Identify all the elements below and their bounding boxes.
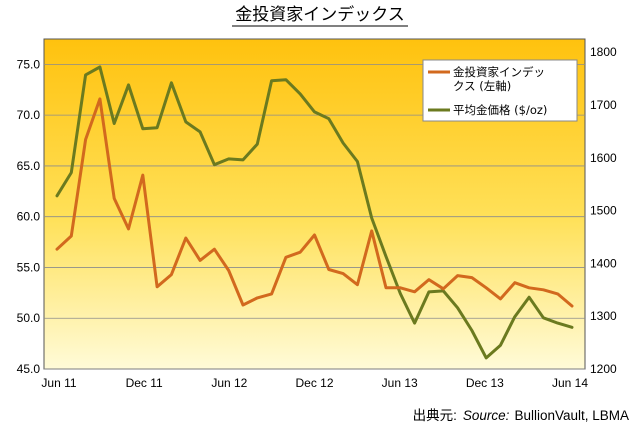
x-axis-tick-label: Jun 12 <box>211 376 247 390</box>
left-axis-tick-label: 45.0 <box>17 362 41 376</box>
left-axis-tick-label: 50.0 <box>17 311 41 325</box>
right-axis-tick-label: 1500 <box>590 204 617 218</box>
x-axis-tick-label: Dec 13 <box>466 376 504 390</box>
x-axis-tick-label: Jun 14 <box>552 376 588 390</box>
right-axis-tick-label: 1700 <box>590 98 617 112</box>
legend: 金投資家インデックス (左軸) 平均金価格 ($/oz) <box>422 59 578 122</box>
source-name: BullionVault, LBMA <box>514 408 629 423</box>
right-axis-tick-label: 1200 <box>590 362 617 376</box>
chart-title: 金投資家インデックス <box>235 4 405 25</box>
source-italic-label: Source: <box>463 408 510 423</box>
x-axis-ticks: Jun 11 Dec 11 Jun 12 Dec 12 Jun 13 Dec 13 Jun … <box>41 376 588 390</box>
right-axis-tick-label: 1800 <box>590 45 617 59</box>
right-axis-tick-label: 1300 <box>590 309 617 323</box>
left-axis-tick-label: 75.0 <box>17 57 41 71</box>
source-note: 出典元: Source: BullionVault, LBMA <box>413 408 629 423</box>
x-axis-tick-label: Jun 11 <box>41 376 76 390</box>
left-axis-tick-label: 70.0 <box>17 108 41 122</box>
x-axis-tick-label: Dec 11 <box>126 376 163 390</box>
left-axis-tick-label: 65.0 <box>17 159 41 173</box>
right-axis-tick-label: 1400 <box>590 256 617 270</box>
series-lines <box>55 65 574 360</box>
right-axis-tick-label: 1600 <box>590 151 617 165</box>
x-axis-tick-label: Jun 13 <box>382 376 418 390</box>
left-axis-ticks: 45.0 50.0 55.0 60.0 65.0 70.0 75.0 <box>17 57 41 376</box>
x-axis-tick-label: Dec 12 <box>295 376 333 390</box>
left-axis-tick-label: 60.0 <box>17 210 41 224</box>
source-label: 出典元: <box>413 408 457 423</box>
left-axis-tick-label: 55.0 <box>17 260 41 274</box>
right-axis-ticks: 1200 1300 1400 1500 1600 1700 1800 <box>590 45 617 376</box>
series-line-average-gold-price <box>55 65 574 360</box>
series-line-gold-investor-index <box>55 97 574 308</box>
legend-label-gold-investor-index: 金投資家インデックス (左軸) <box>453 65 545 93</box>
legend-label-average-gold-price: 平均金価格 ($/oz) <box>453 103 547 117</box>
